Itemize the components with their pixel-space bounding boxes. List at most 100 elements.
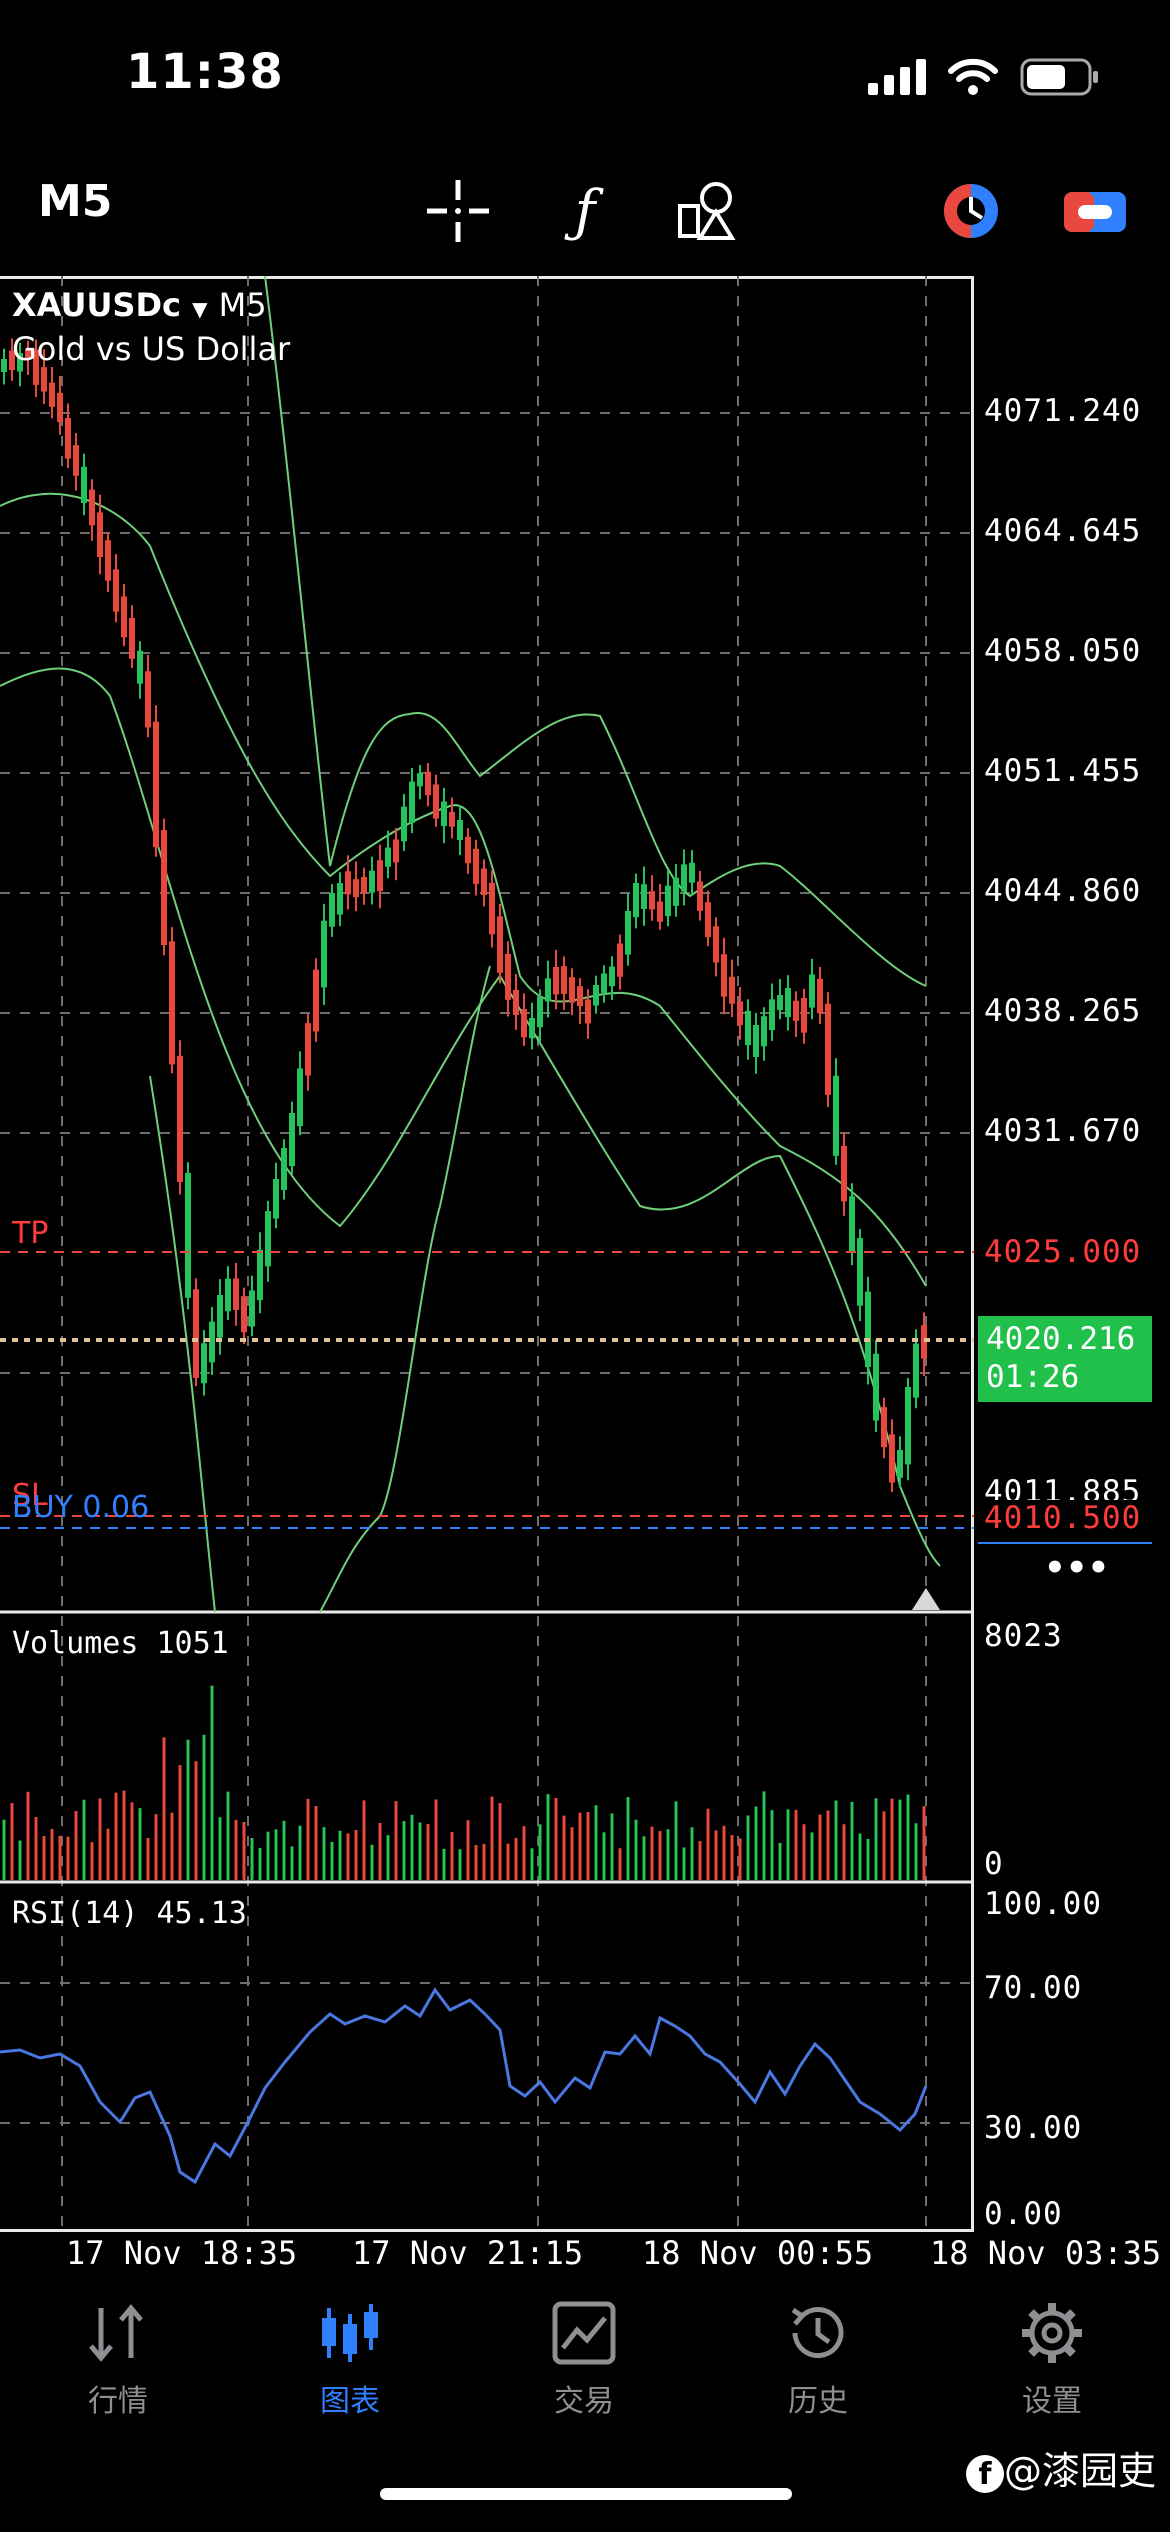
candle-body bbox=[401, 806, 407, 842]
candle-body bbox=[321, 920, 327, 988]
chart-canvas[interactable] bbox=[0, 276, 974, 2232]
candle-body bbox=[633, 882, 639, 918]
buy-position-label[interactable]: BUY 0.06 bbox=[12, 1490, 150, 1525]
candle-body bbox=[433, 784, 439, 819]
candle-body bbox=[625, 910, 631, 955]
connection-icon[interactable] bbox=[1062, 178, 1128, 244]
candle-body bbox=[865, 1291, 871, 1368]
bollinger-lower-band bbox=[0, 667, 941, 1567]
candle-body bbox=[417, 773, 423, 787]
candle-body bbox=[129, 617, 135, 659]
candle-body bbox=[361, 876, 367, 893]
candle-body bbox=[209, 1321, 215, 1363]
candle-body bbox=[545, 978, 551, 1002]
candle-body bbox=[345, 871, 351, 895]
candle-body bbox=[377, 860, 383, 892]
candle-body bbox=[177, 1055, 183, 1182]
facebook-icon: f bbox=[965, 2454, 1004, 2493]
candle-body bbox=[49, 382, 55, 407]
symbol-name[interactable]: XAUUSDc bbox=[12, 286, 181, 324]
tab-history[interactable]: 历史 bbox=[748, 2300, 888, 2420]
timeframe-button[interactable]: M5 bbox=[38, 176, 113, 227]
candle-body bbox=[1, 359, 7, 373]
candle-body bbox=[89, 489, 95, 526]
candle-body bbox=[369, 870, 375, 893]
price-axis-label: 4044.860 bbox=[984, 873, 1142, 909]
candle-body bbox=[841, 1145, 847, 1202]
candle-body bbox=[553, 966, 559, 995]
history-icon bbox=[791, 2307, 844, 2359]
candle-body bbox=[817, 978, 823, 1014]
candle-body bbox=[881, 1407, 887, 1448]
candle-body bbox=[329, 892, 335, 927]
candle-body bbox=[273, 1179, 279, 1219]
candle-body bbox=[185, 1172, 191, 1298]
candle-body bbox=[289, 1112, 295, 1167]
chart-frame[interactable] bbox=[0, 276, 974, 2232]
candle-body bbox=[897, 1450, 903, 1478]
candle-body bbox=[41, 367, 47, 392]
candle-body bbox=[737, 1001, 743, 1026]
rsi-level: 30.00 bbox=[984, 2110, 1083, 2146]
candle-body bbox=[145, 671, 151, 728]
candle-body bbox=[761, 1016, 767, 1047]
candle-body bbox=[673, 877, 679, 906]
symbol-header[interactable]: XAUUSDc ▼ M5 bbox=[12, 286, 267, 324]
candle-body bbox=[441, 801, 447, 827]
trade-icon bbox=[552, 2301, 616, 2365]
candle-body bbox=[249, 1290, 255, 1327]
candle-body bbox=[265, 1211, 271, 1267]
watermark: f @漆园吏 bbox=[965, 2440, 1156, 2495]
tab-settings[interactable]: 设置 bbox=[982, 2300, 1122, 2420]
function-icon[interactable]: ƒ bbox=[552, 178, 618, 244]
watermark-text: @漆园吏 bbox=[1003, 2449, 1156, 2493]
crosshair-icon[interactable] bbox=[425, 178, 491, 244]
quotes-icon bbox=[89, 2304, 143, 2362]
candle-body bbox=[905, 1386, 911, 1465]
candle-body bbox=[809, 974, 815, 1008]
rsi-label: RSI(14) 45.13 bbox=[12, 1896, 247, 1931]
svg-text:ƒ: ƒ bbox=[564, 179, 605, 244]
bollinger-middle-band bbox=[0, 492, 927, 1287]
candle-body bbox=[641, 884, 647, 909]
candle-body bbox=[521, 1008, 527, 1038]
volumes-label: Volumes 1051 bbox=[12, 1626, 229, 1661]
candle-body bbox=[793, 1000, 799, 1021]
candle-body bbox=[233, 1278, 239, 1310]
candle-body bbox=[257, 1249, 263, 1301]
volumes-axis-max: 8023 bbox=[984, 1618, 1063, 1654]
tab-label: 行情 bbox=[88, 2384, 148, 2419]
candle-body bbox=[529, 1017, 535, 1039]
candle-body bbox=[689, 862, 695, 883]
candle-body bbox=[681, 864, 687, 892]
time-axis-label: 17 Nov 18:35 bbox=[66, 2234, 298, 2272]
candle-body bbox=[281, 1148, 287, 1191]
more-button[interactable]: ••• bbox=[1044, 1548, 1110, 1588]
candle-body bbox=[73, 445, 79, 476]
candle-body bbox=[353, 879, 359, 898]
candle-body bbox=[825, 1003, 831, 1095]
tab-chart[interactable]: 图表 bbox=[280, 2300, 420, 2420]
tab-label: 设置 bbox=[1022, 2384, 1082, 2419]
tab-quotes[interactable]: 行情 bbox=[48, 2300, 188, 2420]
dropdown-icon[interactable]: ▼ bbox=[192, 297, 208, 321]
candle-body bbox=[409, 781, 415, 823]
time-axis-label: 18 Nov 00:55 bbox=[642, 2234, 874, 2272]
current-price-box: 4020.216 01:26 bbox=[978, 1316, 1152, 1402]
candle-body bbox=[609, 966, 615, 987]
candle-body bbox=[873, 1353, 879, 1421]
candle-body bbox=[113, 569, 119, 612]
objects-icon[interactable] bbox=[676, 178, 742, 244]
bollinger-upper-band bbox=[264, 276, 927, 987]
candle-body bbox=[17, 353, 23, 372]
symbol-timeframe: M5 bbox=[218, 286, 267, 324]
tab-trade[interactable]: 交易 bbox=[514, 2300, 654, 2420]
candle-body bbox=[513, 989, 519, 1015]
candle-body bbox=[913, 1343, 919, 1398]
candle-body bbox=[121, 596, 127, 638]
candle-body bbox=[505, 953, 511, 1000]
candle-body bbox=[9, 350, 15, 371]
buy-axis-marker bbox=[978, 1542, 1152, 1544]
accounts-icon[interactable] bbox=[938, 178, 1004, 244]
candle-body bbox=[769, 999, 775, 1031]
